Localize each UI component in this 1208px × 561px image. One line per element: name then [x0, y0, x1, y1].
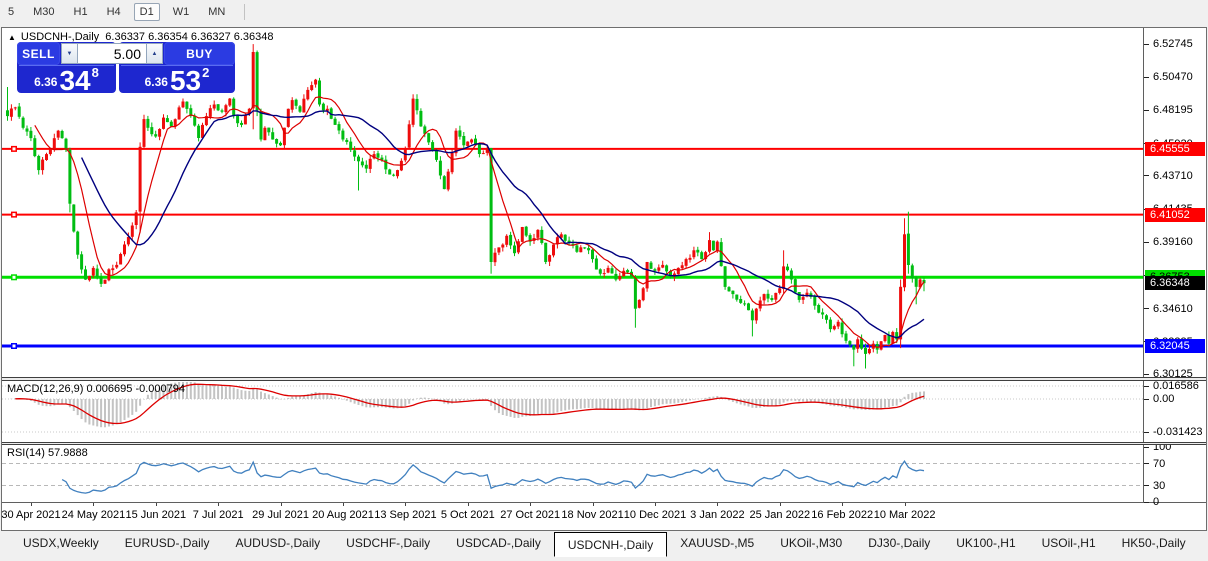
macd-axis-label: 0.00 [1144, 392, 1174, 406]
macd-chart[interactable] [2, 381, 1143, 442]
date-label: 16 Feb 2022 [811, 509, 874, 521]
date-tick [717, 503, 719, 506]
date-tick [405, 503, 407, 506]
date-label: 24 May 2021 [61, 509, 126, 521]
hline-price-tag: 6.45555 [1145, 141, 1205, 156]
volume-increase-button[interactable]: ▲ [146, 43, 163, 64]
symbol-tab-bar: USDX,Weekly EURUSD-,Daily AUDUSD-,Daily USD… [0, 531, 1208, 557]
rsi-chart[interactable] [2, 445, 1143, 502]
date-label: 29 Jul 2021 [252, 509, 310, 521]
rsi-axis-label: 70 [1144, 457, 1165, 471]
macd-axis-label: 0.016586 [1144, 379, 1199, 393]
date-label: 18 Nov 2021 [561, 509, 624, 521]
volume-decrease-button[interactable]: ▼ [61, 43, 78, 64]
date-tick [467, 503, 469, 506]
tab-eurusd-daily[interactable]: EURUSD-,Daily [124, 536, 210, 550]
tab-hk50-daily[interactable]: HK50-,Daily [1121, 536, 1186, 550]
date-label: 10 Dec 2021 [623, 509, 687, 521]
divider [19, 65, 114, 66]
tab-usdchf-daily[interactable]: USDCHF-,Daily [346, 536, 431, 550]
buy-button[interactable]: BUY [164, 42, 235, 65]
rsi-panel: RSI(14) 57.9888 [2, 445, 1143, 502]
date-label: 13 Sep 2021 [374, 509, 437, 521]
timeframe-button-w1[interactable]: W1 [172, 5, 190, 18]
timeframe-button-d1[interactable]: D1 [133, 2, 160, 21]
price-tick-label: 6.52745 [1153, 38, 1193, 50]
panel-splitter[interactable] [2, 377, 1206, 381]
price-tick: 6.52745 [1144, 37, 1193, 51]
date-label: 30 Apr 2021 [1, 509, 61, 521]
panel-splitter[interactable] [2, 442, 1206, 445]
date-tick [655, 503, 656, 506]
date-label: 3 Jan 2022 [690, 509, 745, 521]
date-tick [343, 503, 344, 506]
date-tick [842, 503, 844, 506]
sell-button[interactable]: SELL [17, 42, 60, 65]
date-tick [904, 503, 906, 506]
tab-xauusd-m5[interactable]: XAUUSD-,M5 [680, 536, 755, 550]
price-tick-label: 6.34610 [1153, 302, 1193, 315]
hline-price-tag: 6.32045 [1145, 339, 1205, 353]
timeframe-toolbar: 5 M30 H1 H4 D1 W1 MN [0, 0, 1208, 23]
rsi-header: RSI(14) 57.9888 [7, 447, 88, 459]
price-tick-label: 6.43710 [1153, 169, 1193, 182]
date-label: 10 Mar 2022 [873, 509, 936, 521]
price-tick: 6.34610 [1144, 302, 1193, 316]
price-tick-label: 6.48195 [1153, 104, 1193, 117]
chart-window: ▲ USDCNH-,Daily 6.36337 6.36354 6.36327 6… [1, 27, 1207, 531]
date-label: 20 Aug 2021 [312, 509, 374, 521]
price-tick: 6.48195 [1144, 103, 1193, 117]
tab-dj30-daily[interactable]: DJ30-,Daily [868, 536, 931, 550]
rsi-axis-label: 30 [1144, 479, 1165, 493]
date-tick [155, 503, 157, 506]
price-tick: 6.43710 [1144, 169, 1193, 183]
price-tick: 6.39160 [1144, 235, 1193, 249]
timeframe-button-m30[interactable]: M30 [33, 5, 55, 18]
price-chart[interactable] [2, 28, 1143, 377]
tab-usdx-weekly[interactable]: USDX,Weekly [23, 536, 99, 550]
tab-audusd-daily[interactable]: AUDUSD-,Daily [235, 536, 321, 550]
date-tick [530, 503, 532, 506]
date-tick [93, 503, 95, 506]
price-axis: 6.527456.504706.481956.459206.437106.414… [1143, 28, 1206, 508]
timeframe-button-5[interactable]: 5 [8, 5, 15, 18]
timeframe-button-mn[interactable]: MN [208, 5, 226, 18]
hline-price-tag: 6.41052 [1145, 207, 1205, 222]
date-tick [779, 503, 781, 506]
date-tick [218, 503, 220, 506]
macd-panel: MACD(12,26,9) 0.006695 -0.000794 [2, 381, 1143, 442]
tab-usoil-h1[interactable]: USOil-,H1 [1041, 536, 1096, 550]
date-label: 15 Jun 2021 [125, 509, 187, 521]
date-label: 7 Jul 2021 [192, 509, 244, 521]
macd-axis-label: -0.031423 [1144, 425, 1203, 439]
current-price-tag: 6.36348 [1145, 276, 1205, 291]
date-tick [280, 503, 282, 506]
tab-usdcad-daily[interactable]: USDCAD-,Daily [456, 536, 541, 550]
date-axis: 30 Apr 2021 24 May 2021 15 Jun 2021 7 Jul 2… [1, 502, 1206, 528]
macd-header: MACD(12,26,9) 0.006695 -0.000794 [7, 383, 185, 395]
date-label: 27 Oct 2021 [500, 509, 561, 521]
toolbar-separator [244, 3, 246, 20]
date-label: 5 Oct 2021 [440, 509, 495, 521]
tab-uk100-h1[interactable]: UK100-,H1 [956, 536, 1016, 550]
volume-input[interactable] [78, 43, 146, 64]
timeframe-button-h1[interactable]: H1 [73, 5, 88, 18]
rsi-axis-label: 0 [1144, 495, 1159, 509]
price-tick-label: 6.39160 [1153, 236, 1193, 249]
price-tick-label: 6.50470 [1153, 71, 1193, 84]
timeframe-button-h4[interactable]: H4 [106, 5, 121, 18]
date-tick [592, 503, 594, 506]
date-label: 25 Jan 2022 [749, 509, 811, 521]
price-tick: 6.50470 [1144, 70, 1193, 84]
date-tick [31, 503, 32, 506]
tab-ukoil-m30[interactable]: UKOil-,M30 [780, 536, 843, 550]
divider [121, 65, 233, 66]
tab-usdcnh-daily[interactable]: USDCNH-,Daily [553, 532, 668, 557]
